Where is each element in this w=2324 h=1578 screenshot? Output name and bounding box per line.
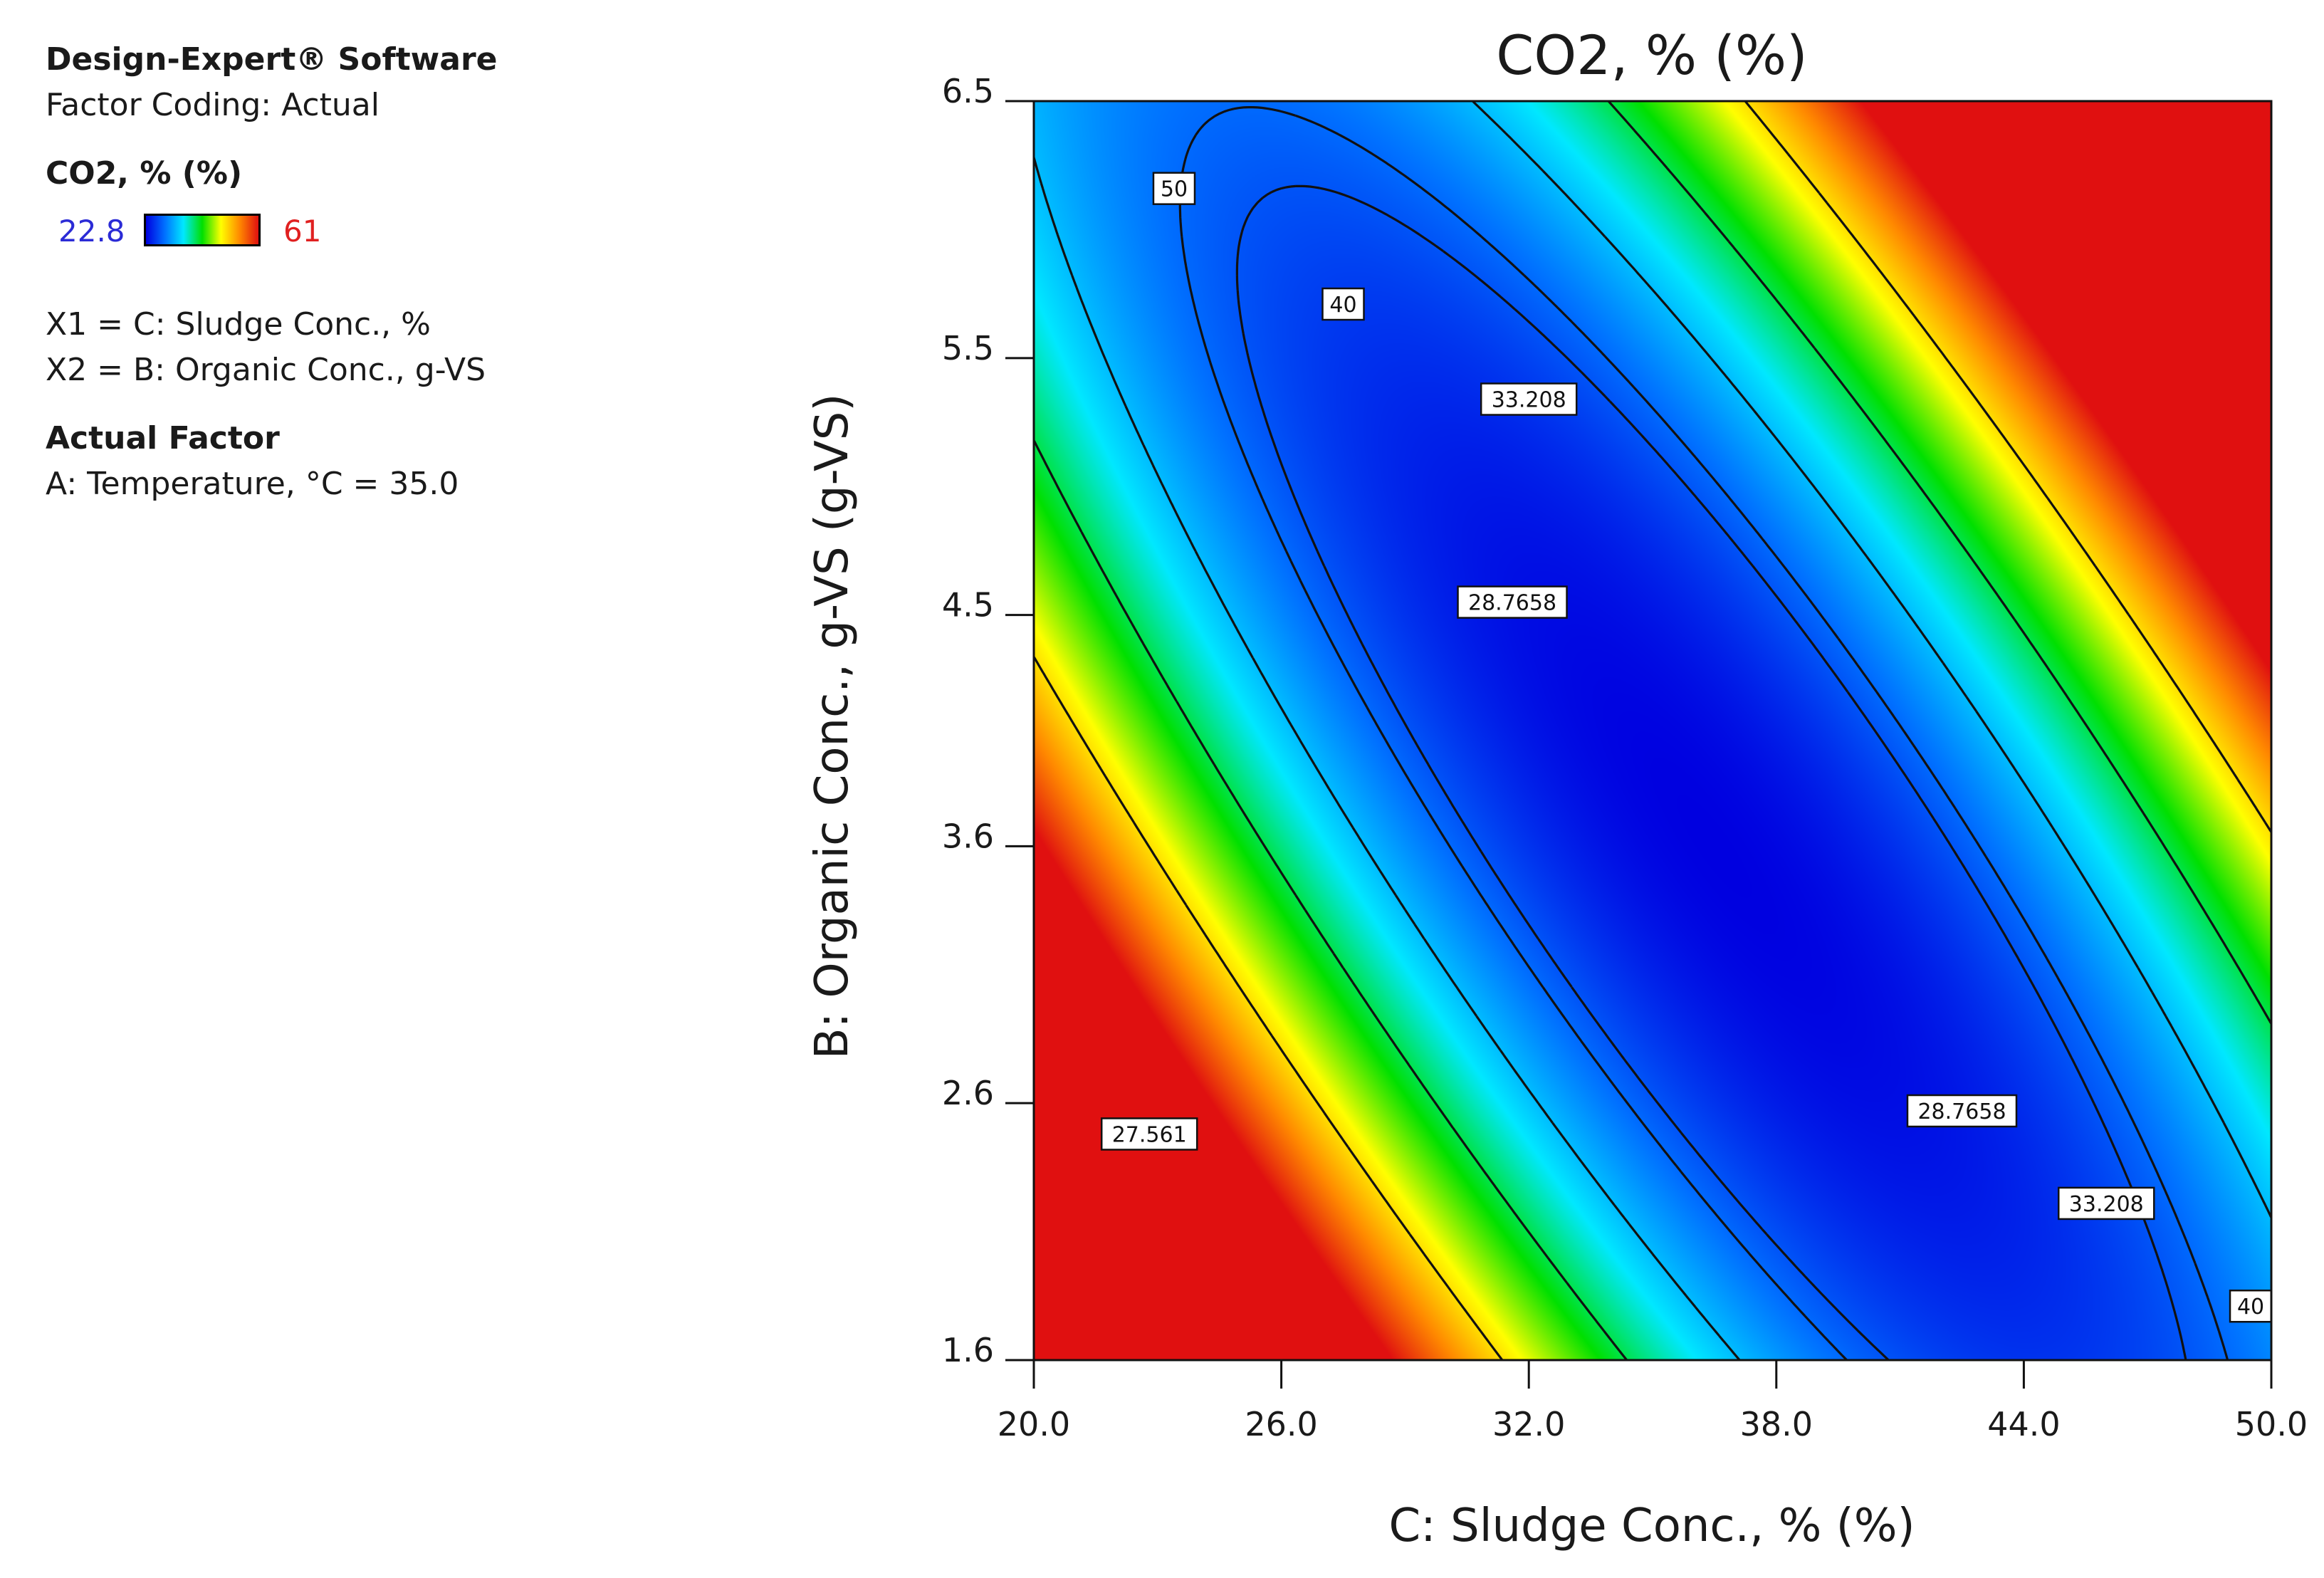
y-tick-label: 1.6 <box>942 1331 994 1369</box>
response-title: CO2, % (%) <box>46 155 243 192</box>
contour-label-text: 40 <box>1329 293 1356 318</box>
contour-label: 50 <box>1152 172 1196 205</box>
x1-definition: X1 = C: Sludge Conc., % <box>46 306 431 343</box>
contour-line <box>1032 100 2273 1361</box>
x-tick-label: 50.0 <box>2235 1405 2308 1443</box>
y-tick-label: 3.6 <box>942 817 994 855</box>
x2-definition: X2 = B: Organic Conc., g-VS <box>46 352 486 388</box>
y-tick-label: 4.5 <box>942 586 994 625</box>
y-tick-label: 6.5 <box>942 72 994 110</box>
x-tick-label: 44.0 <box>1987 1405 2060 1443</box>
contour-label-text: 27.561 <box>1112 1122 1187 1147</box>
contour-label-text: 33.208 <box>1492 388 1566 413</box>
color-scale: 22.8 61 <box>46 211 758 256</box>
contour-label-text: 28.7658 <box>1917 1099 2006 1124</box>
scale-max-value: 61 <box>283 214 322 249</box>
contour-label-text: 40 <box>2237 1295 2264 1320</box>
x-axis-label: C: Sludge Conc., % (%) <box>1388 1500 1915 1552</box>
factor-coding: Factor Coding: Actual <box>46 87 380 123</box>
chart-title: CO2, % (%) <box>1496 23 1807 87</box>
axes: 20.0 26.0 32.0 38.0 44.0 50.0 1.6 2.6 3.6 4.5 5.5 6… <box>942 72 2308 1443</box>
contour-label-text: 33.208 <box>2069 1192 2144 1217</box>
contour-line <box>1032 100 2273 1362</box>
contour-label: 28.7658 <box>1906 1094 2018 1128</box>
y-tick-label: 2.6 <box>942 1074 994 1112</box>
x-tick-label: 38.0 <box>1740 1405 1813 1443</box>
actual-factor-value: A: Temperature, °C = 35.0 <box>46 466 459 502</box>
plot-frame <box>1032 100 2273 1362</box>
actual-factor-title: Actual Factor <box>46 420 280 456</box>
software-name: Design-Expert® Software <box>46 41 498 78</box>
contour-label: 40 <box>2229 1289 2273 1323</box>
color-scale-bar <box>144 214 261 246</box>
contour-label: 27.561 <box>1100 1117 1198 1151</box>
legend-panel: Design-Expert® Software Factor Coding: A… <box>46 37 758 507</box>
contour-label: 28.7658 <box>1457 585 1568 619</box>
contour-label: 33.208 <box>1480 382 1578 416</box>
contour-line <box>1032 100 2273 1361</box>
contour-label-text: 28.7658 <box>1468 591 1556 616</box>
contour-line <box>1235 184 2187 1362</box>
plot-area: 50 40 33.208 28.7658 27.561 28.7658 33.208 40 <box>1032 100 2273 1362</box>
contour-label-text: 50 <box>1161 177 1188 202</box>
contour-label: 40 <box>1321 287 1365 321</box>
contour-label: 33.208 <box>2058 1186 2155 1221</box>
y-tick-label: 5.5 <box>942 329 994 367</box>
y-axis-label: B: Organic Conc., g-VS (g-VS) <box>806 394 859 1060</box>
x-tick-label: 20.0 <box>998 1405 1070 1443</box>
contour-line <box>1178 106 2229 1362</box>
x-tick-label: 32.0 <box>1492 1405 1565 1443</box>
scale-min-value: 22.8 <box>58 214 125 249</box>
x-tick-label: 26.0 <box>1245 1405 1317 1443</box>
